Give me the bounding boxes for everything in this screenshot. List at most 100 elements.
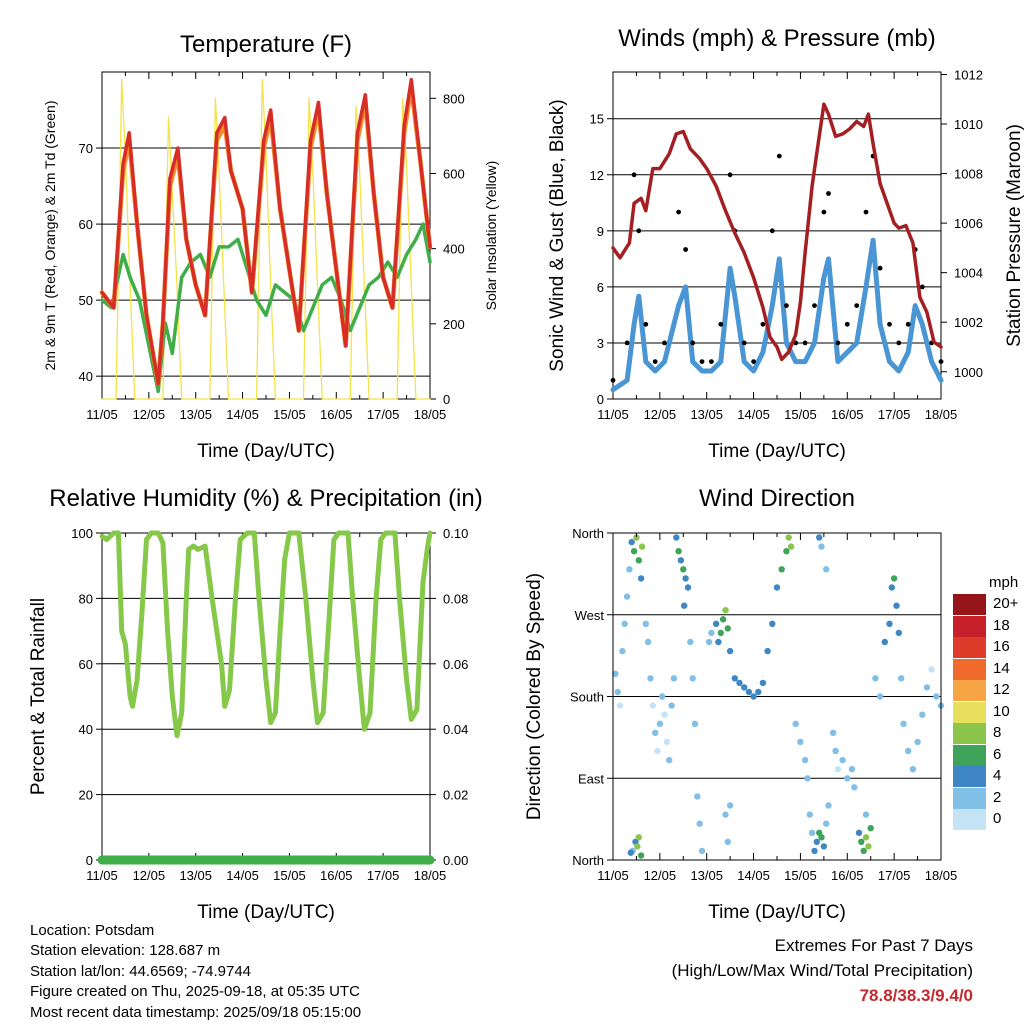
direction-point: [668, 702, 675, 709]
legend-swatch: [953, 744, 986, 766]
gust-point: [863, 209, 869, 215]
direction-point: [759, 679, 767, 687]
direction-point: [654, 747, 661, 755]
direction-point: [684, 584, 692, 591]
rh-x-tick-label: 17/05: [367, 868, 400, 883]
gust-point: [636, 228, 642, 234]
rh-y-tick-label: 20: [79, 788, 93, 803]
direction-point: [715, 638, 722, 646]
direction-point: [919, 711, 926, 718]
dir-x-tick-label: 18/05: [925, 868, 958, 883]
direction-point: [621, 620, 628, 627]
temp-y2label: Solar Insolation (Yellow): [483, 161, 499, 311]
dir-title: Wind Direction: [699, 485, 855, 512]
wind-y2-tick-label: 1000: [954, 365, 983, 380]
wind-y2-tick-label: 1004: [954, 266, 983, 281]
dir-x-tick-label: 14/05: [737, 868, 770, 883]
direction-point: [806, 811, 813, 818]
direction-point: [881, 638, 888, 646]
direction-point: [792, 720, 799, 727]
temp-y-tick-label: 50: [79, 293, 93, 308]
direction-point: [750, 693, 757, 700]
direction-point: [909, 766, 917, 773]
direction-point: [673, 534, 680, 541]
gust-point: [919, 284, 925, 290]
extremes-subtitle: (High/Low/Max Wind/Total Precipitation): [671, 961, 973, 980]
rh-ylabel: Percent & Total Rainfall: [28, 598, 49, 795]
wind-y-tick-label: 9: [597, 224, 604, 239]
temp-y2-tick-label: 0: [443, 392, 450, 407]
direction-point: [689, 675, 696, 682]
gust-point: [676, 209, 681, 215]
gust-point: [854, 303, 860, 308]
gust-point: [610, 377, 616, 383]
dir-x-tick-label: 15/05: [784, 868, 817, 883]
direction-point: [876, 693, 884, 700]
rh-x-tick-label: 11/05: [86, 868, 118, 883]
gust-point: [624, 340, 630, 346]
temp-y-tick-label: 70: [79, 141, 93, 156]
direction-point: [773, 584, 781, 591]
direction-point: [811, 847, 818, 855]
direction-point: [627, 849, 634, 856]
legend-label: 18: [993, 616, 1010, 634]
wind-x-tick-label: 16/05: [831, 407, 864, 422]
wind-x-tick-label: 12/05: [644, 407, 677, 422]
direction-point: [834, 766, 842, 773]
direction-point: [696, 820, 703, 827]
gust-point: [887, 321, 892, 327]
direction-point: [914, 738, 921, 746]
gust-point: [662, 340, 667, 346]
dir-xlabel: Time (Day/UTC): [708, 902, 846, 923]
wind-x-tick-label: 17/05: [878, 407, 911, 422]
direction-point: [687, 638, 694, 646]
legend-label: 20+: [993, 595, 1019, 612]
direction-point: [832, 747, 839, 755]
direction-point: [890, 575, 898, 582]
station-location: Location: Potsdam: [30, 922, 155, 939]
legend-title: mph: [989, 574, 1019, 591]
legend-label: 16: [993, 638, 1010, 655]
rh-y2-tick-label: 0.10: [443, 526, 468, 541]
direction-point: [895, 629, 902, 637]
dir-x-tick-label: 12/05: [644, 868, 677, 883]
gust-point: [784, 303, 789, 308]
direction-point: [865, 843, 872, 850]
dir-x-tick-label: 11/05: [597, 868, 629, 883]
direction-point: [719, 616, 727, 623]
direction-point: [637, 575, 645, 582]
rh-x-tick-label: 13/05: [179, 868, 212, 883]
gust-point: [812, 303, 817, 308]
direction-point: [652, 729, 659, 736]
sonic-wind-line: [610, 237, 944, 393]
dir-y-tick-label: North: [572, 853, 604, 868]
direction-point: [736, 679, 743, 687]
direction-point: [656, 720, 664, 727]
wind-y-tick-label: 12: [590, 168, 604, 183]
gust-point: [631, 172, 637, 178]
direction-point: [804, 775, 811, 782]
winds-pressure-chart: 11/05 12/05 13/05 14/05 15/05 16/05 17/05 18/05…: [547, 25, 1024, 462]
temp-y2-tick-label: 600: [443, 166, 465, 181]
wind-y2-tick-label: 1002: [954, 315, 983, 330]
temp-xlabel: Time (Day/UTC): [197, 441, 335, 462]
extremes-title: Extremes For Past 7 Days: [774, 936, 973, 955]
station-latlon: Station lat/lon: 44.6569; -74.9744: [30, 962, 252, 980]
gust-point: [938, 359, 944, 364]
wind-ylabel: Sonic Wind & Gust (Blue, Black): [547, 99, 568, 371]
wind-y2-tick-label: 1006: [954, 216, 983, 231]
temp-x-tick-label: 14/05: [226, 407, 259, 422]
wind-y-tick-label: 0: [597, 392, 604, 407]
legend-swatch: [953, 766, 986, 787]
legend-swatch: [953, 680, 986, 701]
humidity-line: [99, 530, 433, 739]
dir-x-tick-label: 16/05: [831, 868, 864, 883]
rh-y2-tick-label: 0.06: [443, 657, 468, 672]
direction-point: [783, 548, 790, 555]
temp-x-tick-label: 12/05: [133, 407, 166, 422]
direction-point: [855, 829, 863, 836]
legend-label: 8: [993, 724, 1002, 741]
direction-point: [741, 684, 748, 691]
direction-point: [717, 629, 724, 637]
direction-point: [858, 838, 865, 845]
